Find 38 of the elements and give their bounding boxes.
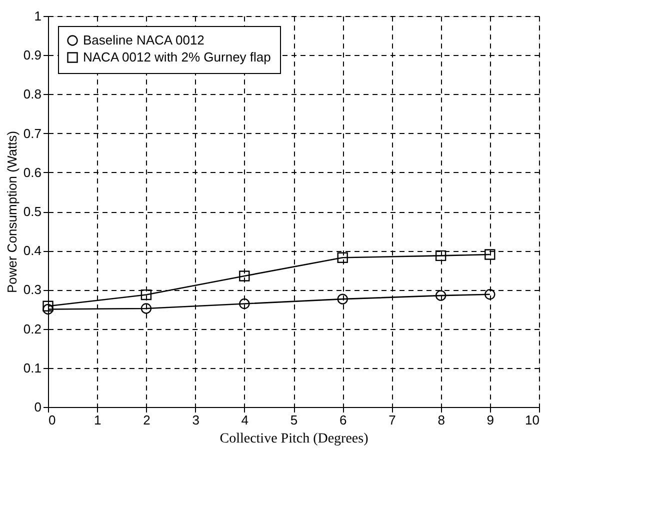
y-tick-label: 1 (34, 8, 42, 24)
legend-label: NACA 0012 with 2% Gurney flap (83, 50, 271, 64)
point (140, 303, 152, 314)
point (140, 289, 152, 300)
x-tick-label: 8 (438, 412, 445, 428)
point (239, 298, 250, 310)
point (337, 252, 348, 263)
y-tick-label: 0.8 (23, 86, 42, 102)
y-tick-label: 0.7 (23, 126, 42, 141)
x-tick-label: 0 (48, 412, 56, 428)
point (484, 289, 496, 300)
y-tick-label: 0.5 (23, 204, 42, 219)
x-axis-title: Collective Pitch (Degrees) (220, 432, 369, 446)
point (42, 300, 54, 312)
y-tick-label: 0.2 (23, 321, 42, 336)
x-tick-label: 10 (525, 412, 540, 428)
x-tick-label: 5 (290, 412, 298, 428)
point (435, 290, 446, 301)
legend-label: Baseline NACA 0012 (83, 32, 204, 48)
y-tick-label: 0.1 (23, 360, 42, 376)
point (337, 294, 348, 304)
y-axis-title: Power Consumption (Watts) (4, 130, 20, 294)
point (435, 250, 446, 262)
x-tick-label: 9 (486, 412, 494, 428)
x-tick-label: 3 (192, 412, 200, 428)
x-tick-label: 2 (143, 412, 150, 428)
x-tick-label: 6 (339, 412, 347, 428)
y-tick-label: 0.3 (23, 282, 42, 298)
x-tick-label: 1 (94, 412, 102, 428)
y-tick-label: 0 (34, 400, 42, 414)
y-tick-label: 0.4 (23, 243, 42, 258)
y-tick-label: 0.6 (23, 164, 42, 180)
x-tick-label: 4 (241, 412, 249, 428)
x-tick-label: 7 (388, 412, 396, 428)
point (42, 304, 54, 315)
y-tick-label: 0.9 (23, 48, 42, 63)
point (484, 249, 496, 260)
point (239, 270, 250, 282)
